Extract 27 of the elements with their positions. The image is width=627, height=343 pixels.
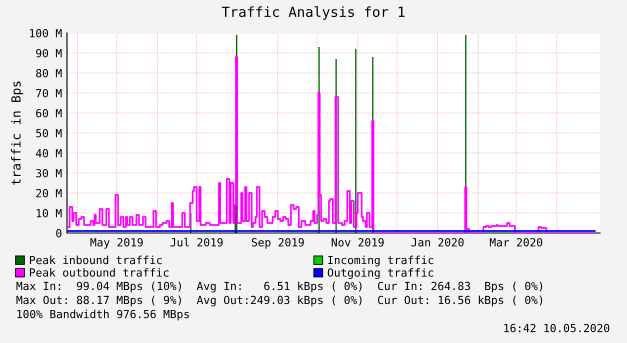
legend-label: Incoming traffic [328, 256, 434, 266]
legend-label: Outgoing traffic [328, 268, 434, 279]
y-tick-label: 10 M [36, 209, 62, 218]
x-tick-label: May 2019 [90, 238, 143, 249]
x-tick-label: Nov 2019 [332, 238, 384, 247]
x-tick-label: Jan 2020 [411, 238, 464, 247]
x-tick-label: Jul 2019 [170, 238, 223, 247]
y-tick-label: 0 [56, 229, 62, 238]
x-tick-label: Mar 2020 [490, 238, 542, 247]
y-tick-label: 70 M [36, 89, 62, 98]
y-tick-label: 30 M [36, 169, 62, 178]
y-axis-title: traffic in Bps [11, 82, 24, 185]
legend-label: Peak inbound traffic [30, 256, 162, 264]
y-tick-label: 60 M [36, 109, 62, 118]
text: Max In: 99.04 MBps (10%) Avg In: 6.51 kBps ( 0%) Cur In: 264.83 Bps ( 0%) [16, 282, 542, 292]
text: 100% Bandwidth 976.56 MBps [17, 310, 189, 320]
x-tick-label: Sep 2019 [252, 238, 304, 249]
y-tick-label: 50 M [36, 129, 62, 138]
text: 16:42 10.05.2020 [504, 324, 610, 332]
y-tick-label: 100 M [30, 29, 62, 38]
text: Max Out: 88.17 MBps ( 9%) Avg Out:249.03 kBps ( 0%) Cur Out: 16.56 kBps ( 0%) [16, 296, 542, 306]
legend-label: Peak outbound traffic [30, 268, 168, 277]
y-tick-label: 40 M [36, 149, 62, 158]
y-tick-label: 80 M [36, 69, 62, 78]
y-tick-label: 90 M [36, 49, 62, 58]
y-tick-label: 20 M [36, 189, 62, 198]
chart-title: Traffic Analysis for 1 [222, 6, 405, 20]
